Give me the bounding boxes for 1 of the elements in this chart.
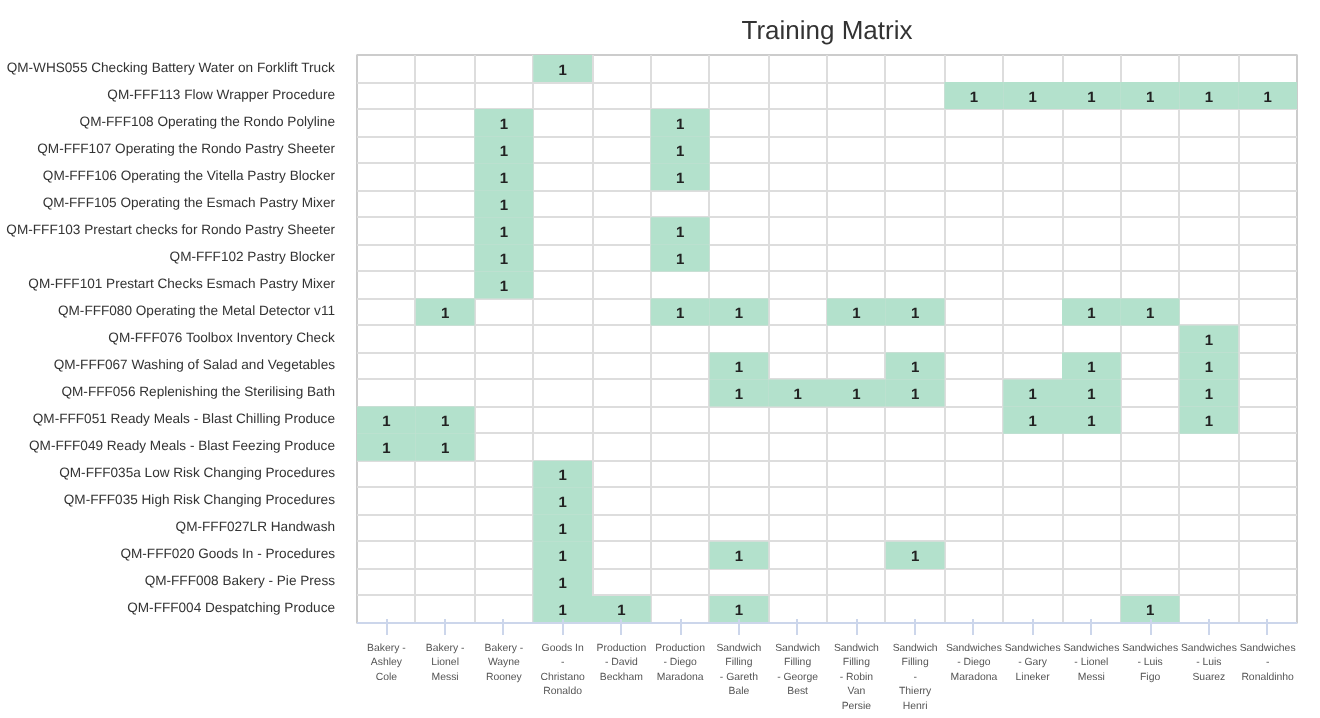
chart-title: Training Matrix <box>741 15 914 45</box>
